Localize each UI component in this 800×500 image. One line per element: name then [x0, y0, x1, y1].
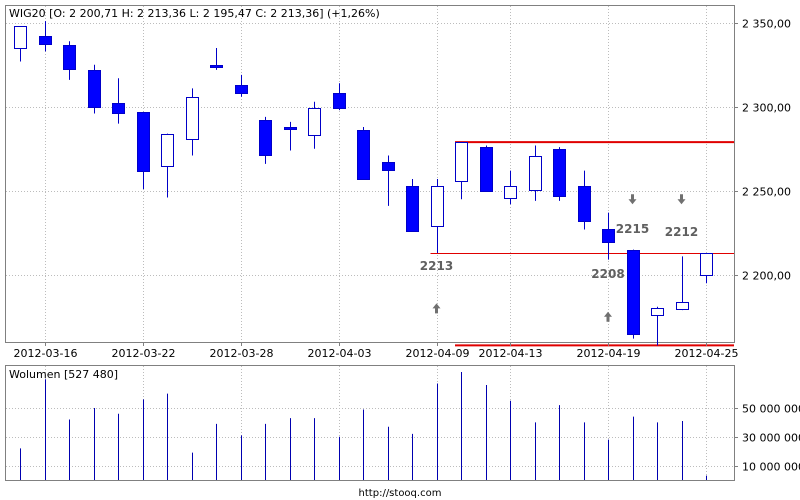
date-tick-label: 2012-04-09 [406, 347, 470, 360]
candle-body-down [357, 130, 370, 180]
candle-body-down [480, 147, 493, 192]
volume-bars [20, 372, 707, 480]
date-tick-label: 2012-04-25 [675, 347, 739, 360]
candle-body-up [529, 156, 542, 191]
candle-body-up [431, 186, 444, 227]
arrow-up-icon [604, 311, 612, 322]
candle-body-down [112, 103, 125, 114]
candle-body-down [406, 186, 419, 232]
candle-body-down [259, 120, 272, 156]
volume-legend: Wolumen [527 480] [9, 368, 118, 381]
candle-body-down [627, 250, 640, 335]
candle-body-up [14, 26, 27, 49]
candle-body-up [676, 302, 689, 310]
volume-tick-label: 10 000 000 [742, 461, 800, 474]
price-tick-label: 2 250,00 [742, 186, 791, 199]
date-tick-label: 2012-04-03 [308, 347, 372, 360]
candle-body-down [63, 45, 76, 70]
support-resistance-lines [430, 141, 734, 347]
price-annotation-label: 2215 [616, 222, 649, 236]
volume-y-axis: 10 000 000 30 000 000 50 000 000 [734, 403, 800, 474]
candle-body-down [88, 70, 101, 108]
date-tick-label: 2012-03-16 [14, 347, 78, 360]
candle-body-down [382, 162, 395, 171]
candle-body-down [578, 186, 591, 222]
candle-body-up [186, 97, 199, 140]
price-annotations: 2213 2208 2215 2212 [420, 194, 698, 322]
price-annotation-label: 2208 [591, 267, 624, 281]
volume-panel-frame [5, 365, 735, 481]
price-y-axis: 2 200,00 2 250,00 2 300,00 2 350,00 [734, 18, 791, 283]
candle-body-up [308, 108, 321, 136]
candle-body-up [504, 186, 517, 199]
price-legend: WIG20 [O: 2 200,71 H: 2 213,36 L: 2 195,… [9, 7, 380, 20]
date-x-axis: 2012-03-16 2012-03-22 2012-03-28 2012-04-03… [14, 342, 739, 360]
candle-body-down [210, 65, 223, 68]
date-tick-label: 2012-04-19 [577, 347, 641, 360]
candlestick-series [14, 21, 713, 346]
candle-body-up [161, 134, 174, 167]
price-annotation-label: 2213 [420, 259, 453, 273]
price-annotation-label: 2212 [665, 225, 698, 239]
footer-source: http://stooq.com [359, 488, 442, 499]
date-tick-label: 2012-03-28 [210, 347, 274, 360]
price-tick-label: 2 300,00 [742, 102, 791, 115]
date-tick-label: 2012-04-13 [479, 347, 543, 360]
price-grid [6, 6, 734, 342]
candle-body-down [553, 149, 566, 197]
arrow-down-icon [677, 194, 686, 205]
price-tick-label: 2 200,00 [742, 270, 791, 283]
arrow-up-icon [432, 303, 441, 314]
candle-body-up [455, 142, 468, 182]
price-tick-label: 2 350,00 [742, 18, 791, 31]
candle-body-up [651, 308, 664, 316]
volume-tick-label: 50 000 000 [742, 403, 800, 416]
candle-body-down [333, 93, 346, 109]
candle-body-down [39, 36, 52, 45]
candle-body-down [284, 127, 297, 130]
candle-body-down [602, 229, 615, 243]
volume-tick-label: 30 000 000 [742, 432, 800, 445]
candle-body-up [700, 253, 713, 276]
date-tick-label: 2012-03-22 [112, 347, 176, 360]
candle-body-down [137, 112, 150, 172]
candle-body-down [235, 85, 248, 94]
arrow-down-icon [628, 194, 637, 205]
